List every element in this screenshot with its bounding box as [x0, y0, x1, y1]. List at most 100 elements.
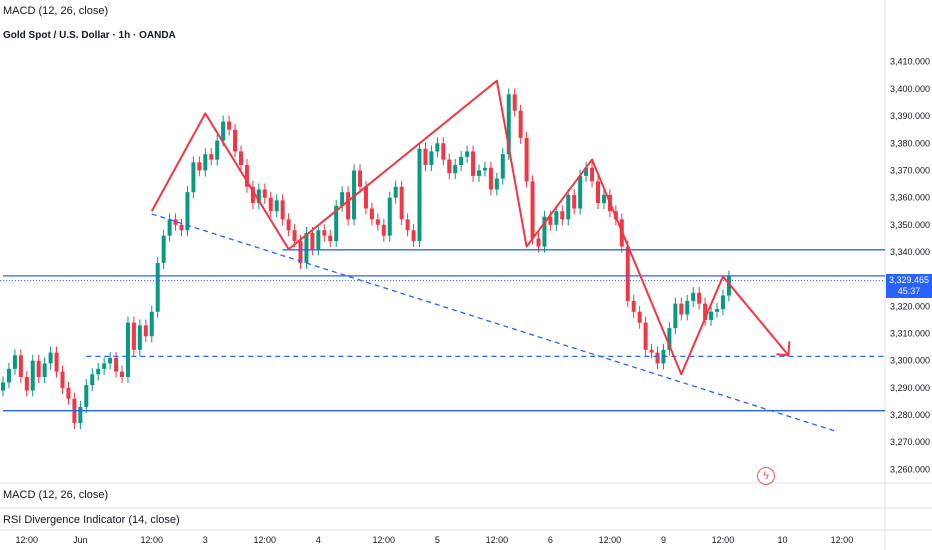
candle-body [667, 328, 672, 350]
candle-body [560, 211, 565, 220]
candle-body [530, 181, 535, 239]
x-tick-label: 12:00 [140, 535, 163, 545]
x-tick-label: 12:00 [486, 535, 509, 545]
candle-body [137, 325, 142, 350]
x-tick-label: 12:00 [599, 535, 622, 545]
candle-body [685, 300, 690, 315]
bar-countdown: 45:37 [897, 286, 921, 296]
candle-body [334, 205, 339, 242]
candle-body [709, 311, 714, 320]
x-tick-label: 10 [777, 535, 787, 545]
candle-body [131, 322, 136, 350]
candle-body [286, 219, 291, 231]
candle-body [423, 148, 428, 166]
candle-body [691, 292, 696, 301]
candle-body [155, 262, 160, 312]
candle-body [66, 387, 71, 399]
rsi-pane-label[interactable]: RSI Divergence Indicator (14, close) [3, 514, 180, 526]
candle-body [102, 363, 107, 369]
candle-body [143, 325, 148, 337]
candle-body [512, 94, 517, 111]
candle-body [637, 311, 642, 323]
projection-arrow-head [776, 341, 791, 357]
candle-body [322, 230, 327, 236]
candle-body [393, 186, 398, 198]
candle-body [125, 322, 130, 378]
candle-body [197, 162, 202, 171]
y-tick-label: 3,380.000 [890, 138, 930, 148]
x-tick-label: 4 [316, 535, 321, 545]
candle-body [715, 309, 719, 312]
x-tick-label: 9 [661, 535, 666, 545]
chart-title: Gold Spot / U.S. Dollar · 1h · OANDA [3, 30, 176, 41]
candle-body [114, 357, 119, 372]
candle-body [48, 352, 53, 364]
candle-body [459, 156, 464, 166]
candle-body [167, 219, 172, 236]
candle-body [703, 303, 708, 320]
macd-pane-label[interactable]: MACD (12, 26, close) [3, 489, 109, 501]
candle-body [518, 110, 523, 138]
x-tick-label: Jun [73, 535, 88, 545]
candle-body [720, 295, 725, 310]
candle-body [310, 232, 315, 250]
candle-body [250, 186, 255, 204]
candle-body [548, 216, 553, 225]
candle-body [524, 137, 529, 182]
candle-body [536, 238, 541, 247]
y-tick-label: 3,300.000 [890, 356, 930, 366]
candle-body [42, 363, 47, 378]
descending-trendline[interactable] [151, 213, 837, 432]
candle-body [542, 216, 547, 247]
candle-body [185, 192, 190, 231]
candle-body [441, 143, 446, 160]
candle-body [358, 170, 362, 187]
y-tick-label: 3,370.000 [890, 165, 930, 175]
candle-body [596, 181, 600, 204]
zigzag-pattern[interactable] [150, 79, 790, 376]
candle-body [679, 303, 684, 315]
candle-body [256, 189, 261, 204]
candle-body [405, 219, 410, 231]
candle-body [90, 374, 95, 386]
y-tick-label: 3,290.000 [890, 383, 930, 393]
candle-body [304, 232, 309, 263]
last-price-value: 3,329.465 [888, 275, 930, 285]
y-tick-label: 3,320.000 [890, 301, 930, 311]
candle-body [12, 355, 17, 369]
candle-body [375, 219, 380, 225]
x-tick-label: 12:00 [254, 535, 277, 545]
candle-body [239, 151, 243, 166]
candle-body [500, 154, 505, 179]
candle-body [477, 170, 481, 176]
candles [1, 88, 731, 430]
candle-body [191, 162, 196, 193]
candle-body [280, 200, 285, 220]
top-indicator-label[interactable]: MACD (12, 26, close) [3, 5, 109, 17]
y-tick-label: 3,270.000 [890, 437, 930, 447]
candle-body [36, 360, 41, 378]
x-tick-label: 12:00 [831, 535, 854, 545]
x-tick-label: 3 [203, 535, 208, 545]
candle-body [465, 151, 470, 157]
candle-body [554, 211, 559, 225]
x-tick-label: 12:00 [16, 535, 39, 545]
candle-body [625, 246, 630, 301]
candle-body [292, 230, 297, 242]
candle-body [120, 371, 124, 378]
candle-body [203, 154, 208, 171]
candle-body [471, 151, 476, 176]
candle-body [274, 200, 279, 212]
candle-body [726, 276, 731, 296]
candle-body [340, 192, 345, 206]
flash-alert-icon[interactable]: ϟ [757, 467, 775, 485]
candle-body [584, 167, 589, 176]
candle-body [6, 368, 11, 383]
x-tick-label: 6 [548, 535, 553, 545]
candle-body [649, 349, 654, 353]
candle-body [18, 355, 23, 378]
candle-body [363, 186, 368, 209]
candle-body [149, 311, 154, 337]
candle-body [387, 197, 392, 236]
